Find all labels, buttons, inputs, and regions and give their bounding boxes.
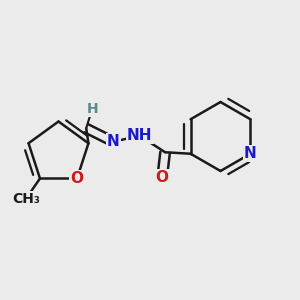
Text: NH: NH [127, 128, 152, 143]
Text: H: H [86, 102, 98, 116]
Text: N: N [244, 146, 257, 161]
Text: N: N [107, 134, 120, 149]
Text: O: O [70, 171, 83, 186]
Text: O: O [156, 170, 169, 185]
Text: CH₃: CH₃ [13, 193, 40, 206]
